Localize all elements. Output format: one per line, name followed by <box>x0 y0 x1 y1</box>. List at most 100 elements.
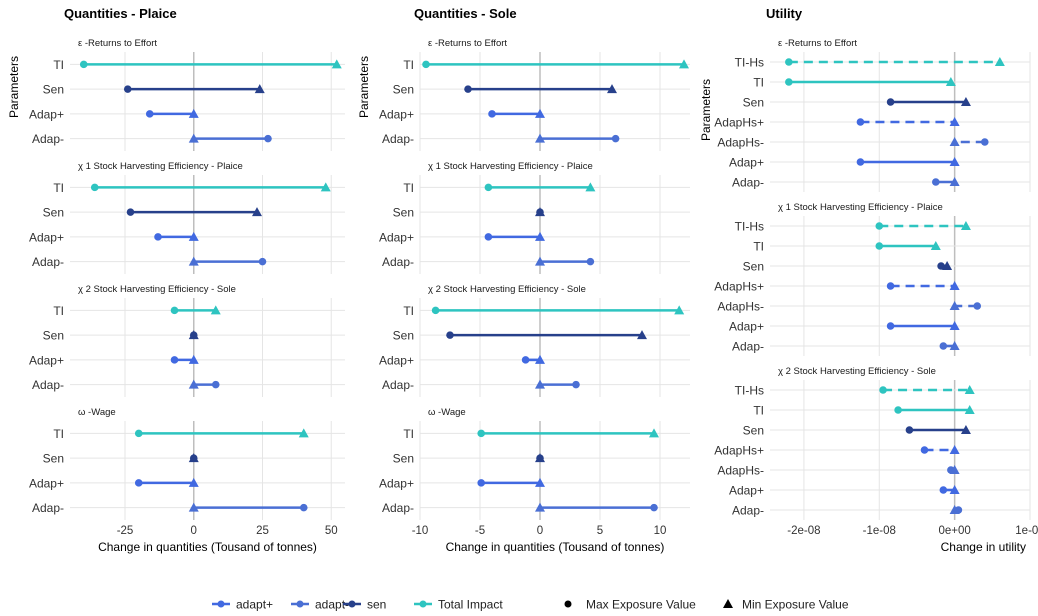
min-exposure-point <box>188 330 199 340</box>
row-label: TI <box>53 58 64 72</box>
chart-title: Quantities - Sole <box>414 6 517 21</box>
facet-title: ε -Returns to Effort <box>78 38 157 49</box>
min-exposure-point <box>607 84 617 94</box>
legend-key-point <box>296 600 304 608</box>
max-exposure-point <box>170 356 179 364</box>
max-exposure-point <box>973 302 982 310</box>
legend-label: Total Impact <box>438 598 503 612</box>
row-label: Adap- <box>732 340 764 354</box>
row-label: TI <box>753 76 764 90</box>
min-exposure-point <box>535 207 545 217</box>
x-tick-label: 1e-08 <box>1015 525 1038 537</box>
max-exposure-point <box>937 262 945 270</box>
y-axis-label: Parameters <box>357 56 371 118</box>
row-label: TI <box>53 181 64 195</box>
row-label: Adap+ <box>29 353 64 367</box>
legend-label: adapt+ <box>236 598 273 612</box>
facet-panel: ω -Wage TI Sen Adap+ Adap- <box>379 407 690 520</box>
x-tick-label: 0 <box>537 525 543 537</box>
x-tick-label: 5 <box>597 525 603 537</box>
x-tick-label: 0 <box>191 525 197 537</box>
min-exposure-point <box>188 354 199 364</box>
min-exposure-point <box>585 182 596 192</box>
row-label: Adap- <box>32 378 64 392</box>
max-exposure-point <box>484 233 493 241</box>
min-exposure-point <box>535 477 545 487</box>
max-exposure-point <box>145 110 154 118</box>
legend-label: adapt- <box>315 598 349 612</box>
max-exposure-point <box>856 118 865 126</box>
min-exposure-point <box>949 301 960 310</box>
max-exposure-point <box>264 134 272 143</box>
row-label: Adap+ <box>379 476 414 490</box>
x-axis-label: Change in quantities (Tousand of tonnes) <box>446 540 665 554</box>
min-exposure-point <box>649 428 659 438</box>
row-label: Sen <box>393 329 414 343</box>
facet-title: ε -Returns to Effort <box>778 38 857 49</box>
x-tick-label: 50 <box>325 525 338 537</box>
min-exposure-point <box>960 97 971 106</box>
row-label: Adap+ <box>379 353 414 367</box>
max-exposure-point <box>90 183 99 192</box>
facet-panel: χ 1 Stock Harvesting Efficiency - Plaice… <box>29 161 345 274</box>
chart-1: Quantities - Sole Parameters ε -Returns to… <box>357 6 690 554</box>
min-exposure-point <box>930 241 941 250</box>
row-label: TI-Hs <box>735 56 764 70</box>
min-exposure-point <box>949 321 960 330</box>
row-label: AdapHs- <box>717 136 764 150</box>
min-exposure-point <box>320 182 331 192</box>
row-label: TI <box>53 427 64 441</box>
row-label: Sen <box>393 452 414 466</box>
facet-title: ω -Wage <box>78 407 116 418</box>
max-exposure-point <box>422 60 430 69</box>
min-exposure-point <box>942 261 953 270</box>
x-tick-label: 10 <box>654 525 667 537</box>
min-exposure-point <box>188 231 199 241</box>
max-exposure-point <box>258 257 267 266</box>
row-label: TI-Hs <box>735 220 764 234</box>
max-exposure-point <box>939 342 948 350</box>
min-exposure-point <box>535 133 545 143</box>
max-exposure-point <box>920 446 929 454</box>
max-exposure-point <box>611 134 620 143</box>
max-exposure-point <box>886 282 895 290</box>
x-tick-label: -1e-08 <box>863 525 896 537</box>
min-exposure-point <box>949 177 960 186</box>
min-exposure-point <box>188 108 199 118</box>
facet-title: χ 1 Stock Harvesting Efficiency - Plaice <box>778 202 943 213</box>
min-exposure-point <box>252 207 262 217</box>
facet-title: ω -Wage <box>428 407 466 418</box>
min-exposure-point <box>188 133 199 143</box>
min-exposure-point <box>254 84 265 94</box>
max-exposure-point <box>939 486 948 494</box>
legend-label: Max Exposure Value <box>586 598 696 612</box>
max-exposure-point <box>431 306 440 315</box>
row-label: TI <box>403 181 414 195</box>
max-exposure-point <box>126 208 135 216</box>
min-exposure-point <box>298 428 309 438</box>
min-exposure-point <box>674 305 685 315</box>
max-exposure-point <box>886 98 895 106</box>
row-label: Sen <box>743 260 764 274</box>
min-exposure-point <box>964 405 975 414</box>
max-exposure-point <box>79 60 88 69</box>
facet-panel: ε -Returns to Effort TI-Hs TI Sen AdapHs+ Ada… <box>714 38 1031 192</box>
row-label: TI <box>53 304 64 318</box>
legend-triangle-shape <box>723 599 733 608</box>
x-axis-label: Change in utility <box>941 540 1026 554</box>
row-label: TI <box>403 304 414 318</box>
row-label: Adap- <box>732 176 764 190</box>
x-tick-label: -25 <box>117 525 134 537</box>
max-exposure-point <box>484 183 493 192</box>
min-exposure-point <box>188 477 199 487</box>
row-label: Adap+ <box>729 320 764 334</box>
max-exposure-point <box>905 426 914 434</box>
legend-key-point <box>348 600 356 608</box>
max-exposure-point <box>894 406 902 414</box>
row-label: Adap- <box>382 378 414 392</box>
min-exposure-point <box>964 385 975 394</box>
min-exposure-point <box>331 59 342 69</box>
facet-panel: χ 2 Stock Harvesting Efficiency - Sole TI… <box>29 284 345 397</box>
